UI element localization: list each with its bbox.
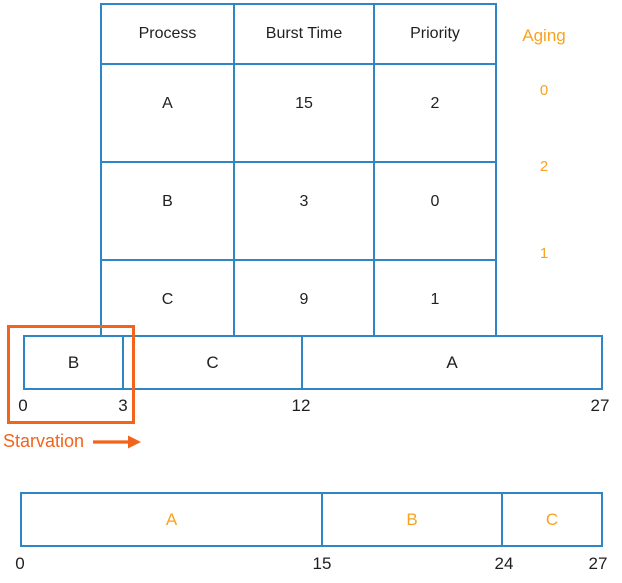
tick-label: 0	[18, 396, 28, 415]
tick-label: 27	[590, 396, 610, 415]
table-header-row: Process Burst Time Priority	[100, 3, 497, 65]
gantt-segment-c: C	[545, 509, 559, 529]
starvation-label: Starvation	[3, 431, 85, 451]
table-header-burst-time: Burst Time	[233, 3, 375, 65]
cell-priority-b: 0	[373, 161, 497, 261]
cell-process-b: B	[100, 161, 235, 261]
tick-label: 12	[291, 396, 311, 415]
tick-label: 27	[588, 554, 608, 573]
gantt-segment-b: B	[323, 494, 503, 545]
table-header-priority: Priority	[373, 3, 497, 65]
tick-label: 0	[15, 554, 25, 573]
aging-value-b: 2	[539, 158, 549, 175]
gantt-segment-b: B	[25, 337, 124, 388]
cell-burst-a: 15	[233, 63, 375, 163]
aging-value-a: 0	[539, 82, 549, 99]
gantt-segment-c: C	[124, 337, 303, 388]
starvation-annotation: Starvation	[3, 431, 142, 452]
aging-column-header: Aging	[522, 26, 566, 45]
tick-label: 15	[312, 554, 332, 573]
cell-process-a: A	[100, 63, 235, 163]
table-row: A 15 2	[100, 63, 497, 163]
cell-burst-b: 3	[233, 161, 375, 261]
right-arrow-icon	[93, 434, 142, 450]
cell-priority-a: 2	[373, 63, 497, 163]
tick-label: 3	[118, 396, 128, 415]
table-row: B 3 0	[100, 161, 497, 261]
gantt-segment-a: A	[22, 494, 323, 545]
gantt-segment-a: A	[446, 352, 458, 372]
table-header-process: Process	[100, 3, 235, 65]
gantt-chart-before-aging: B C A	[23, 335, 603, 390]
tick-label: 24	[494, 554, 514, 573]
gantt-chart-after-aging: A B C	[20, 492, 603, 547]
aging-value-c: 1	[539, 245, 549, 262]
process-table: Process Burst Time Priority A 15 2 B 3 0…	[100, 3, 497, 359]
